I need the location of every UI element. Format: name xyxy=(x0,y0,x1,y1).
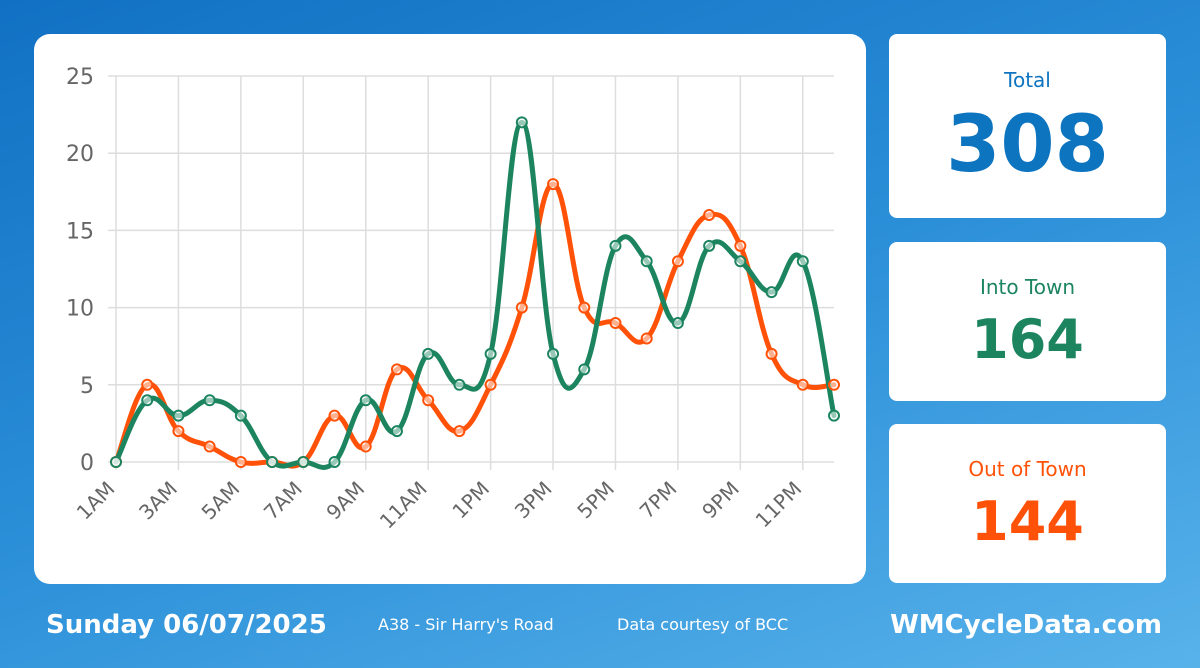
y-tick-label: 20 xyxy=(66,142,94,167)
into-town-point xyxy=(703,239,716,252)
x-tick-label: 3AM xyxy=(134,477,182,525)
out-of-town-line xyxy=(113,181,837,469)
out-of-town-card: Out of Town 144 xyxy=(889,424,1166,583)
chart-card: 0 5 10 15 20 25 1AM 3AM 5AM 7AM 9AM 11AM 1PM 3PM 5PM 7P… xyxy=(34,34,866,584)
into-town-point xyxy=(453,378,466,391)
total-value: 308 xyxy=(946,100,1109,190)
hourly-counts-chart: 0 5 10 15 20 25 1AM 3AM 5AM 7AM 9AM 11AM 1PM 3PM 5PM 7P… xyxy=(66,65,840,534)
footer-location: A38 - Sir Harry's Road xyxy=(378,615,554,634)
x-tick-label: 9PM xyxy=(697,477,744,524)
into-town-point xyxy=(765,286,778,299)
y-tick-label: 15 xyxy=(66,219,94,244)
into-town-point xyxy=(547,347,560,360)
out-of-town-point xyxy=(609,317,622,330)
into-town-point xyxy=(390,425,403,438)
into-town-point xyxy=(266,456,279,468)
into-town-point xyxy=(141,394,154,407)
footer-credit: Data courtesy of BCC xyxy=(617,615,789,634)
into-town-card: Into Town 164 xyxy=(889,242,1166,401)
out-of-town-point xyxy=(578,301,591,314)
into-town-point xyxy=(484,347,497,360)
into-town-label: Into Town xyxy=(979,275,1076,299)
out-of-town-point xyxy=(484,378,497,391)
out-of-town-value: 144 xyxy=(971,490,1084,553)
y-tick-label: 25 xyxy=(66,65,94,90)
out-of-town-label: Out of Town xyxy=(968,457,1087,481)
out-of-town-point xyxy=(547,178,560,191)
out-of-town-point xyxy=(390,363,403,376)
into-town-point xyxy=(734,255,747,268)
into-town-point xyxy=(297,456,310,468)
x-tick-label: 1AM xyxy=(72,477,120,525)
into-town-point xyxy=(515,116,528,129)
out-of-town-point xyxy=(734,239,747,252)
out-of-town-point xyxy=(203,440,216,453)
y-tick-label: 5 xyxy=(80,374,94,399)
into-town-point xyxy=(422,347,435,360)
x-tick-label: 5PM xyxy=(572,477,619,524)
total-label: Total xyxy=(1004,68,1051,92)
out-of-town-point xyxy=(172,425,185,438)
into-town-point xyxy=(234,409,247,422)
into-town-point xyxy=(640,255,653,268)
x-tick-label: 9AM xyxy=(321,477,369,525)
footer-date: Sunday 06/07/2025 xyxy=(46,610,327,640)
total-card: Total 308 xyxy=(889,34,1166,218)
into-town-point xyxy=(328,456,341,468)
out-of-town-point xyxy=(671,255,684,268)
out-of-town-point xyxy=(703,208,716,221)
into-town-point xyxy=(609,239,622,252)
into-town-point xyxy=(828,409,840,422)
x-tick-label: 3PM xyxy=(510,477,557,524)
out-of-town-point xyxy=(359,440,372,453)
footer-brand: WMCycleData.com xyxy=(890,610,1162,640)
out-of-town-point xyxy=(515,301,528,314)
into-town-point xyxy=(578,363,591,376)
into-town-point xyxy=(110,456,122,468)
y-tick-label: 0 xyxy=(80,451,94,476)
out-of-town-point xyxy=(453,425,466,438)
out-of-town-point xyxy=(141,378,154,391)
out-of-town-point xyxy=(828,378,840,391)
x-tick-label: 7AM xyxy=(259,477,307,525)
out-of-town-point xyxy=(328,409,341,422)
x-tick-label: 11AM xyxy=(375,477,432,534)
x-tick-label: 1PM xyxy=(447,477,494,524)
into-town-point xyxy=(172,409,185,422)
x-tick-label: 7PM xyxy=(635,477,682,524)
into-town-point xyxy=(203,394,216,407)
x-tick-label: 5AM xyxy=(197,477,245,525)
out-of-town-point xyxy=(234,456,247,468)
into-town-point xyxy=(671,317,684,330)
into-town-value: 164 xyxy=(971,308,1084,371)
into-town-point xyxy=(359,394,372,407)
out-of-town-point xyxy=(640,332,653,345)
y-tick-label: 10 xyxy=(66,297,94,322)
x-tick-label: 11PM xyxy=(751,477,807,533)
out-of-town-point xyxy=(796,378,809,391)
out-of-town-point xyxy=(765,347,778,360)
into-town-point xyxy=(796,255,809,268)
out-of-town-point xyxy=(422,394,435,407)
